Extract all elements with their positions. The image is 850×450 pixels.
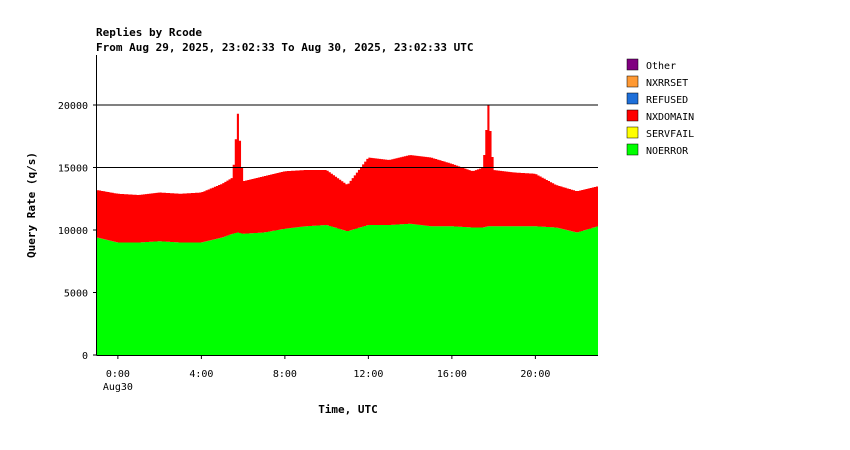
x-axis-ticks: 0:00 Aug30 4:00 8:00 12:00 16:00 20:00	[103, 355, 550, 393]
legend-swatch	[626, 58, 639, 71]
x-tick-sublabel: Aug30	[103, 382, 133, 393]
legend-label: SERVFAIL	[646, 129, 694, 140]
y-tick-label: 15000	[58, 164, 88, 175]
legend-label: NXRRSET	[646, 78, 688, 89]
legend-label: NXDOMAIN	[646, 112, 694, 123]
legend-label: Other	[646, 61, 676, 72]
legend-swatch	[626, 109, 639, 122]
plot-series	[97, 105, 598, 355]
gridlines	[97, 104, 598, 168]
y-axis-ticks: 0 5000 10000 15000 20000	[58, 101, 97, 362]
y-tick-label: 10000	[58, 226, 88, 237]
legend-swatch	[626, 92, 639, 105]
x-tick-label: 12:00	[353, 369, 383, 380]
series-nxdomain	[97, 105, 598, 243]
x-tick-label: 4:00	[189, 369, 213, 380]
x-axis-label: Time, UTC	[318, 403, 378, 416]
legend-swatch	[626, 75, 639, 88]
legend-swatch	[626, 126, 639, 139]
x-tick-label: 8:00	[273, 369, 297, 380]
legend-label: REFUSED	[646, 95, 688, 106]
y-tick-label: 5000	[64, 289, 88, 300]
legend-swatch	[626, 143, 639, 156]
chart-title: Replies by Rcode	[96, 26, 202, 39]
y-axis-label: Query Rate (q/s)	[25, 152, 38, 258]
series-noerror	[97, 223, 598, 355]
x-tick-label: 16:00	[437, 369, 467, 380]
chart-subtitle: From Aug 29, 2025, 23:02:33 To Aug 30, 2…	[96, 41, 474, 54]
x-tick-label: 20:00	[520, 369, 550, 380]
x-tick-label: 0:00	[106, 369, 130, 380]
y-tick-label: 20000	[58, 101, 88, 112]
legend: Other NXRRSET REFUSED NXDOMAIN SERVFAIL NOERR…	[626, 58, 694, 157]
y-tick-label: 0	[82, 351, 88, 362]
legend-label: NOERROR	[646, 146, 689, 157]
